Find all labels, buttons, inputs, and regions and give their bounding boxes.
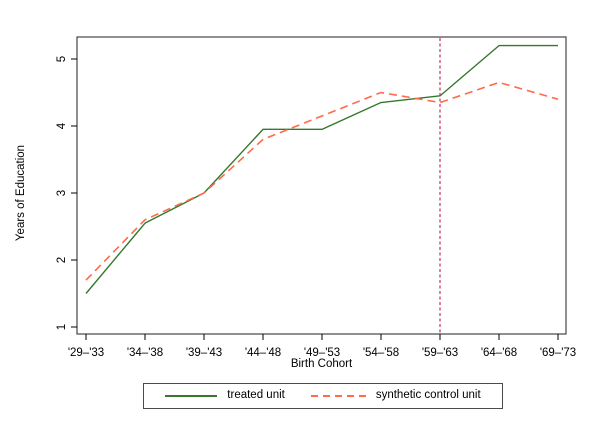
y-tick-label: 1 [56,324,68,330]
y-tick-label: 5 [56,56,68,62]
x-tick-label: '49–'53 [304,347,340,359]
y-tick-label: 4 [56,122,68,129]
x-tick-label: '69–'73 [540,347,576,359]
x-axis-title: Birth Cohort [290,358,353,370]
series-line-synthetic [85,81,559,281]
legend: treated unit synthetic control unit [143,383,503,409]
y-tick-label: 3 [56,190,68,196]
legend-item-synthetic: synthetic control unit [310,389,481,402]
plot-frame [76,36,567,335]
x-tick-label: '34–'38 [127,347,163,359]
x-tick-label: '29–'33 [68,347,104,359]
legend-label-synthetic: synthetic control unit [375,389,481,402]
legend-item-treated: treated unit [165,390,285,402]
y-tick-label: 2 [56,257,68,263]
x-tick-label: '44–'48 [245,347,281,359]
y-axis-title: Years of Education [15,144,27,242]
treated-line-sample [165,395,218,397]
x-tick-label: '64–'68 [481,347,517,359]
x-tick-label: '59–'63 [422,347,458,359]
x-tick-label: '54–'58 [363,347,399,359]
series-line-treated [85,44,558,294]
synthetic-line-sample [310,395,366,397]
x-tick-label: '39–'43 [186,347,222,359]
legend-label-treated: treated unit [227,389,285,402]
